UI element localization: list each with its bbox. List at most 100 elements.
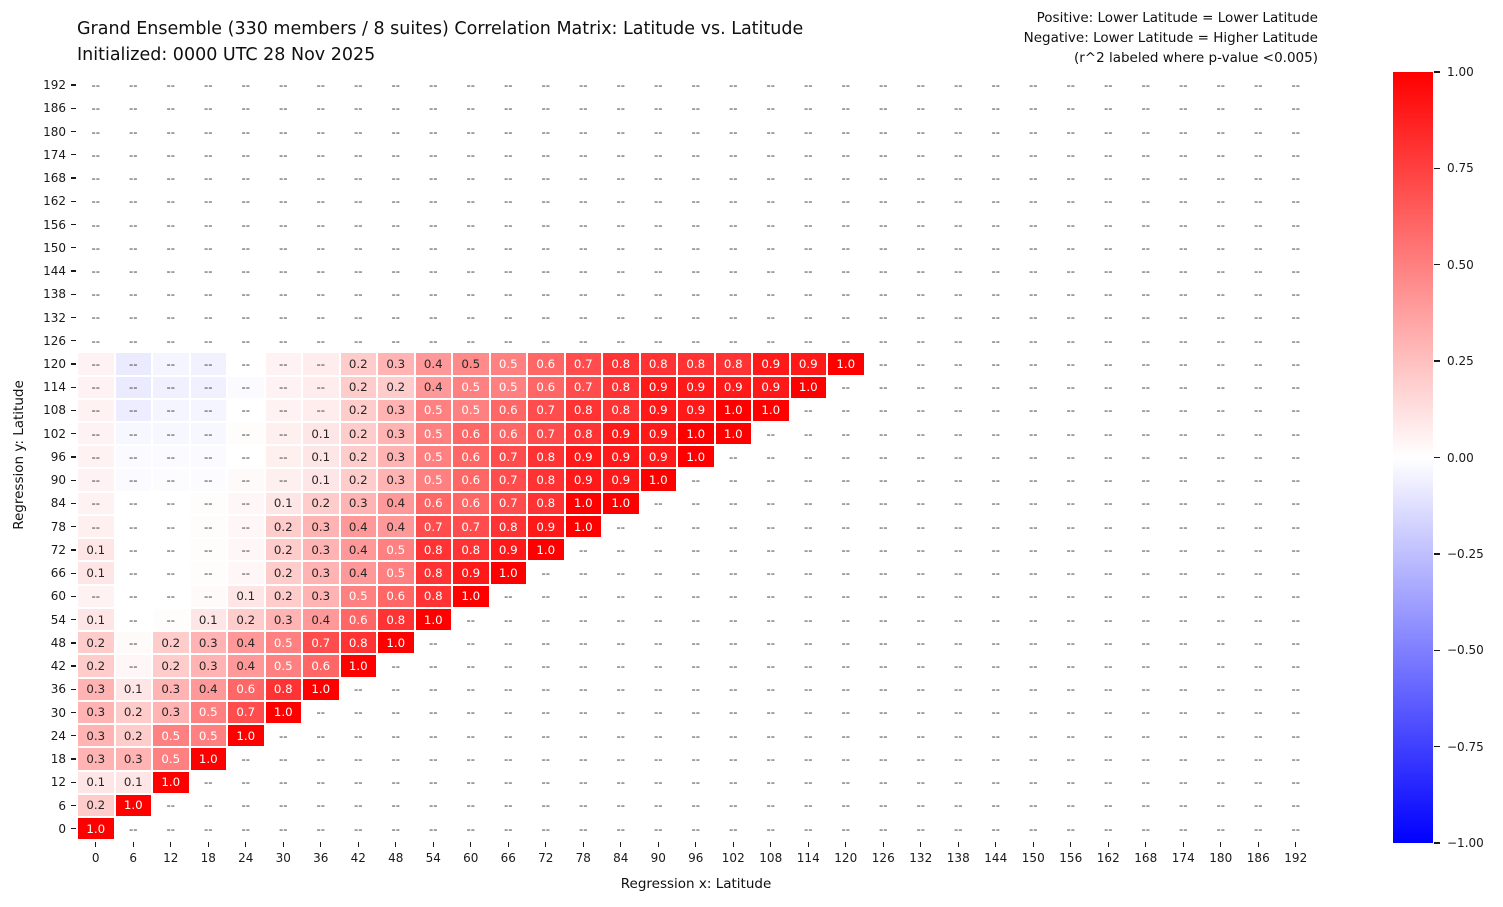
- heatmap-cell: --: [902, 817, 940, 841]
- heatmap-cell: --: [1202, 445, 1240, 469]
- y-tick-label: 108: [43, 403, 66, 418]
- heatmap-cell: --: [114, 607, 152, 632]
- heatmap-cell: --: [264, 73, 302, 97]
- heatmap-cell: --: [114, 654, 152, 678]
- heatmap-cell: --: [1089, 352, 1127, 376]
- heatmap-cell: --: [264, 375, 302, 399]
- heatmap-cell: 0.9: [602, 422, 640, 446]
- heatmap-cell: --: [114, 398, 152, 423]
- heatmap-cell: --: [77, 73, 115, 97]
- heatmap-cell: --: [714, 305, 752, 330]
- heatmap-cell: --: [1202, 329, 1240, 353]
- heatmap-cell: 0.3: [302, 538, 340, 562]
- heatmap-cell: --: [152, 793, 190, 817]
- heatmap-cell: --: [1239, 189, 1277, 213]
- heatmap-cell: --: [527, 166, 565, 190]
- heatmap-cell: --: [827, 700, 865, 725]
- heatmap-cell: --: [977, 561, 1015, 585]
- heatmap-cell: 0.8: [564, 398, 602, 423]
- heatmap-cell: 0.6: [339, 607, 377, 632]
- heatmap-cell: --: [789, 329, 827, 353]
- heatmap-cell: --: [939, 259, 977, 283]
- heatmap-cell: --: [452, 677, 490, 701]
- x-tick-label: 60: [463, 851, 479, 865]
- heatmap-cell: --: [227, 445, 265, 469]
- heatmap-cell: --: [1202, 305, 1240, 330]
- heatmap-cell: --: [339, 305, 377, 330]
- heatmap-cell: --: [564, 700, 602, 725]
- heatmap-cell: --: [527, 700, 565, 725]
- heatmap-cell: --: [1127, 73, 1165, 97]
- heatmap-cell: --: [227, 96, 265, 120]
- colorbar-tick-mark: [1434, 553, 1440, 555]
- heatmap-cell: --: [1239, 143, 1277, 167]
- heatmap-cell: 0.2: [264, 584, 302, 608]
- annotation-block: Positive: Lower Latitude = Lower Latitud…: [1024, 8, 1318, 68]
- heatmap-cell: --: [789, 538, 827, 562]
- heatmap-cell: 0.7: [527, 398, 565, 423]
- heatmap-cell: --: [789, 607, 827, 632]
- heatmap-cell: --: [1277, 282, 1315, 306]
- heatmap-cell: --: [939, 724, 977, 748]
- heatmap-cell: 0.8: [377, 607, 415, 632]
- colorbar-tick-mark: [1434, 745, 1440, 748]
- heatmap-cell: --: [264, 212, 302, 237]
- heatmap-cell: 1.0: [827, 352, 865, 376]
- heatmap-cell: 0.9: [602, 445, 640, 469]
- y-tick-mark: [70, 363, 76, 365]
- heatmap-cell: --: [714, 236, 752, 260]
- heatmap-cell: --: [1127, 212, 1165, 237]
- heatmap-cell: --: [1164, 445, 1202, 469]
- heatmap-cell: --: [114, 329, 152, 353]
- x-tick-mark: [845, 841, 847, 847]
- heatmap-cell: --: [1014, 329, 1052, 353]
- heatmap-cell: --: [977, 654, 1015, 678]
- heatmap-cell: --: [152, 491, 190, 515]
- heatmap-cell: --: [77, 282, 115, 306]
- heatmap-cell: --: [789, 212, 827, 237]
- heatmap-cell: 0.3: [264, 607, 302, 632]
- x-tick-mark: [1257, 841, 1259, 847]
- x-tick-mark: [582, 841, 584, 847]
- heatmap-cell: --: [339, 817, 377, 841]
- heatmap-cell: --: [564, 538, 602, 562]
- y-tick-mark: [70, 758, 76, 760]
- heatmap-cell: --: [227, 73, 265, 97]
- heatmap-cell: 1.0: [714, 398, 752, 423]
- heatmap-cell: --: [939, 793, 977, 817]
- heatmap-cell: --: [414, 189, 452, 213]
- y-tick-mark: [70, 154, 76, 156]
- heatmap-cell: --: [152, 73, 190, 97]
- x-tick-mark: [282, 841, 284, 847]
- heatmap-cell: 0.9: [677, 398, 715, 423]
- heatmap-cell: --: [1164, 607, 1202, 632]
- heatmap-cell: --: [339, 677, 377, 701]
- heatmap-cell: 0.5: [452, 375, 490, 399]
- heatmap-cell: --: [452, 73, 490, 97]
- heatmap-cell: --: [714, 212, 752, 237]
- annotation-positive: Positive: Lower Latitude = Lower Latitud…: [1036, 10, 1318, 26]
- heatmap-cell: --: [1127, 282, 1165, 306]
- heatmap-cell: --: [1052, 445, 1090, 469]
- heatmap-cell: --: [339, 747, 377, 771]
- heatmap-cell: --: [639, 654, 677, 678]
- heatmap-cell: --: [864, 375, 902, 399]
- heatmap-cell: --: [677, 700, 715, 725]
- heatmap-cell: --: [1089, 398, 1127, 423]
- heatmap-cell: 0.4: [414, 375, 452, 399]
- heatmap-cell: 0.9: [752, 375, 790, 399]
- heatmap-cell: --: [1014, 491, 1052, 515]
- heatmap-cell: --: [1164, 770, 1202, 794]
- heatmap-cell: --: [939, 422, 977, 446]
- heatmap-cell: --: [414, 73, 452, 97]
- y-tick-mark: [70, 130, 76, 133]
- heatmap-cell: 0.5: [189, 724, 227, 748]
- heatmap-cell: 0.3: [302, 561, 340, 585]
- heatmap-cell: --: [939, 514, 977, 539]
- heatmap-cell: --: [377, 700, 415, 725]
- heatmap-cell: --: [227, 817, 265, 841]
- heatmap-cell: --: [1202, 212, 1240, 237]
- heatmap-cell: --: [564, 119, 602, 144]
- colorbar-tick-mark: [1434, 264, 1440, 266]
- heatmap-cell: --: [1239, 305, 1277, 330]
